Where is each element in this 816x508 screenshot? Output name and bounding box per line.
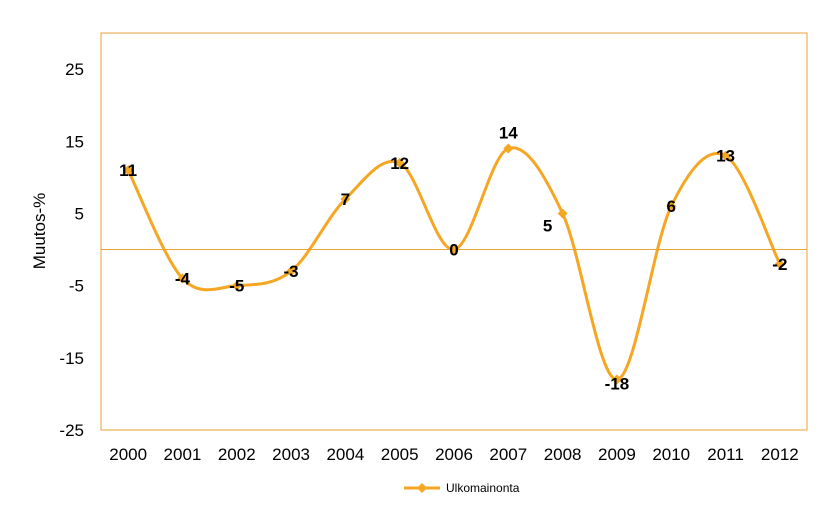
data-point-marker — [449, 244, 459, 255]
data-label: 11 — [119, 161, 137, 180]
data-label: 6 — [666, 197, 675, 216]
x-tick-label: 2010 — [652, 445, 690, 464]
data-point-marker — [666, 201, 677, 212]
plot-area — [100, 32, 808, 431]
data-point-marker — [286, 266, 297, 277]
legend-label: Ulkomainonta — [446, 481, 520, 495]
legend: Ulkomainonta — [404, 479, 519, 497]
legend-swatch — [404, 483, 440, 493]
data-label: -4 — [175, 269, 191, 288]
x-tick-label: 2008 — [544, 445, 582, 464]
x-tick-label: 2006 — [435, 445, 473, 464]
data-point-marker — [503, 143, 514, 154]
y-tick-label: -5 — [69, 277, 84, 296]
data-label: -5 — [229, 277, 244, 296]
data-point-marker — [123, 165, 134, 176]
y-tick-label: -25 — [59, 421, 84, 440]
data-label: -3 — [284, 262, 299, 281]
data-point-marker — [611, 374, 622, 385]
data-point-marker — [340, 194, 351, 205]
data-point-marker — [774, 258, 785, 269]
data-label: 5 — [543, 216, 552, 235]
data-label: 0 — [449, 241, 458, 260]
data-label: 7 — [341, 190, 350, 209]
data-point-marker — [177, 273, 188, 284]
x-tick-label: 2007 — [489, 445, 527, 464]
x-tick-label: 2005 — [381, 445, 419, 464]
x-tick-label: 2001 — [164, 445, 202, 464]
y-tick-label: -15 — [59, 349, 84, 368]
data-label: -2 — [772, 255, 787, 274]
x-tick-label: 2003 — [272, 445, 310, 464]
x-tick-label: 2009 — [598, 445, 636, 464]
x-tick-label: 2002 — [218, 445, 256, 464]
data-label: 13 — [716, 147, 735, 166]
x-tick-label: 2004 — [326, 445, 364, 464]
data-label: 14 — [499, 123, 518, 142]
data-point-marker — [231, 280, 242, 291]
data-point-marker — [394, 157, 405, 168]
x-tick-label: 2011 — [707, 445, 744, 464]
data-point-marker — [557, 208, 568, 219]
x-tick-label: 2012 — [761, 445, 799, 464]
data-label: 12 — [390, 154, 409, 173]
y-tick-label: 15 — [65, 132, 84, 151]
y-tick-label: 25 — [65, 60, 84, 79]
x-tick-label: 2000 — [109, 445, 147, 464]
y-axis-title: Muutos-% — [30, 193, 49, 270]
data-point-marker — [720, 150, 731, 161]
data-label: -18 — [605, 374, 630, 393]
y-tick-label: 5 — [75, 204, 84, 223]
